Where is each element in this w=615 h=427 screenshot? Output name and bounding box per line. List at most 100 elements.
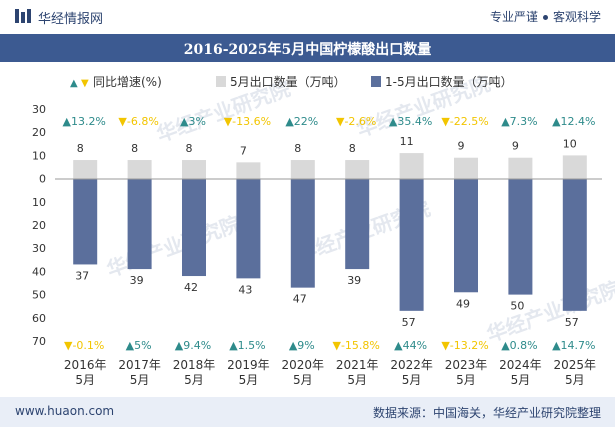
y-tick-label: 10	[32, 196, 46, 209]
growth-label-may: ▼-22.5%	[441, 115, 488, 128]
data-label-ytd: 57	[565, 316, 579, 329]
data-label-ytd: 50	[510, 300, 524, 313]
growth-label-may: ▼-13.6%	[224, 115, 271, 128]
data-label-ytd: 57	[402, 316, 416, 329]
x-tick-label: 2016年 5月	[64, 358, 107, 387]
bar-may	[73, 160, 98, 179]
slogan-left: 专业严谨	[489, 10, 538, 24]
slogan-right: 客观科学	[552, 10, 601, 24]
data-label-may: 10	[563, 137, 577, 150]
growth-label-may: ▼-6.8%	[118, 115, 158, 128]
legend-ytd-label: 1-5月出口数量（万吨）	[385, 74, 513, 89]
growth-label-may: ▲3%	[180, 115, 206, 128]
y-tick-label: 20	[32, 219, 46, 232]
data-labels: 8 37 8 39 8 42 7 43 8 47 8 39 11 57 9 49 9 50 10 57	[75, 135, 579, 329]
x-tick-label: 2019年 5月	[227, 358, 270, 387]
y-tick-label: 20	[32, 126, 46, 139]
x-tick-label-line: 5月	[402, 373, 422, 387]
top-bar: 华经情报网 专业严谨 客观科学	[0, 0, 615, 34]
bar-ytd	[127, 178, 152, 270]
growth-label-may: ▼-2.6%	[336, 115, 376, 128]
legend-ytd-swatch	[371, 76, 381, 87]
growth-label-may: ▲22%	[285, 115, 318, 128]
x-tick-label-line: 5月	[511, 373, 531, 387]
growth-label-may: ▲7.3%	[501, 115, 537, 128]
title-bar: 2016-2025年5月中国柠檬酸出口数量	[0, 34, 615, 62]
growth-label-ytd: ▲5%	[126, 339, 152, 352]
bar-may	[182, 160, 206, 179]
bar-ytd	[508, 178, 533, 295]
bar-ytd	[73, 178, 98, 265]
bar-ytd	[345, 178, 370, 270]
site-name: 华经情报网	[38, 12, 104, 27]
legend-may-swatch	[216, 76, 226, 87]
legend-down-triangle-icon: ▼	[81, 78, 89, 89]
bar-ytd	[562, 178, 587, 311]
x-tick-label: 2025年 5月	[554, 358, 597, 387]
y-tick-label: 60	[32, 312, 46, 325]
y-tick-label: 0	[39, 173, 46, 186]
data-label-may: 8	[294, 142, 301, 155]
bar-may	[127, 160, 152, 179]
x-tick-label-line: 5月	[184, 373, 204, 387]
data-label-may: 7	[240, 144, 247, 157]
x-tick-label-line: 2020年	[282, 358, 325, 372]
x-tick-label-line: 2022年	[390, 358, 433, 372]
x-tick-label: 2020年 5月	[282, 358, 325, 387]
y-tick-label: 30	[32, 242, 46, 255]
x-tick-label-line: 2025年	[554, 358, 597, 372]
watermark-text: 华经产业研究院	[484, 276, 615, 346]
x-tick-label-line: 2019年	[227, 358, 270, 372]
data-label-ytd: 47	[293, 293, 307, 306]
x-tick-label-line: 2018年	[173, 358, 216, 372]
data-label-ytd: 39	[347, 274, 361, 287]
x-tick-label: 2021年 5月	[336, 358, 379, 387]
x-tick-label: 2022年 5月	[390, 358, 433, 387]
watermark-text: 华经产业研究院	[104, 211, 244, 281]
website-link[interactable]: www.huaon.com	[15, 404, 115, 418]
legend-growth-label: 同比增速(%)	[93, 75, 162, 89]
growth-label-may: ▲35.4%	[389, 115, 432, 128]
y-axis: 30 20 10 0 10 20 30 40 50 60 70	[32, 103, 46, 348]
data-label-ytd: 49	[456, 297, 470, 310]
data-source: 数据来源：中国海关，华经产业研究院整理	[372, 406, 601, 420]
growth-labels: ▲13.2% ▼-0.1% ▼-6.8% ▲5% ▲3% ▲9.4% ▼-13.6% ▲1.5…	[62, 115, 595, 352]
y-tick-label: 40	[32, 265, 46, 278]
x-tick-label-line: 5月	[75, 373, 95, 387]
data-label-may: 8	[186, 142, 193, 155]
x-tick-label-line: 5月	[565, 373, 585, 387]
growth-label-may: ▲12.4%	[552, 115, 595, 128]
x-tick-label-line: 2024年	[499, 358, 542, 372]
data-label-ytd: 42	[184, 281, 198, 294]
growth-label-ytd: ▲9%	[289, 339, 315, 352]
growth-label-ytd: ▲1.5%	[229, 339, 265, 352]
data-label-may: 8	[349, 142, 356, 155]
data-label-may: 8	[77, 142, 84, 155]
x-tick-label: 2018年 5月	[173, 358, 216, 387]
data-label-ytd: 43	[238, 283, 252, 296]
slogan: 专业严谨 客观科学	[490, 8, 601, 25]
chart-area: 华经产业研究院华经产业研究院华经产业研究院华经产业研究院华经产业研究院 ▲ ▼ …	[32, 71, 615, 387]
x-tick-label-line: 5月	[293, 373, 313, 387]
growth-label-ytd: ▲14.7%	[552, 339, 595, 352]
bar-may	[236, 162, 261, 179]
growth-label-may: ▲13.2%	[62, 115, 105, 128]
bar-may	[562, 155, 587, 179]
bar-may	[345, 160, 370, 179]
y-tick-label: 50	[32, 289, 46, 302]
x-tick-label-line: 5月	[239, 373, 259, 387]
logo-icon	[15, 9, 31, 23]
data-label-ytd: 37	[75, 269, 89, 282]
x-tick-label-line: 5月	[456, 373, 476, 387]
footer: www.huaon.com 数据来源：中国海关，华经产业研究院整理	[0, 397, 615, 427]
growth-label-ytd: ▼-0.1%	[64, 339, 104, 352]
bar-ytd	[290, 178, 315, 288]
growth-label-ytd: ▲0.8%	[501, 339, 537, 352]
growth-label-ytd: ▲44%	[394, 339, 427, 352]
x-tick-label-line: 2016年	[64, 358, 107, 372]
legend-up-triangle-icon: ▲	[70, 78, 78, 89]
bar-may	[454, 157, 478, 179]
x-tick-label-line: 5月	[130, 373, 150, 387]
bar-ytd	[236, 178, 261, 279]
